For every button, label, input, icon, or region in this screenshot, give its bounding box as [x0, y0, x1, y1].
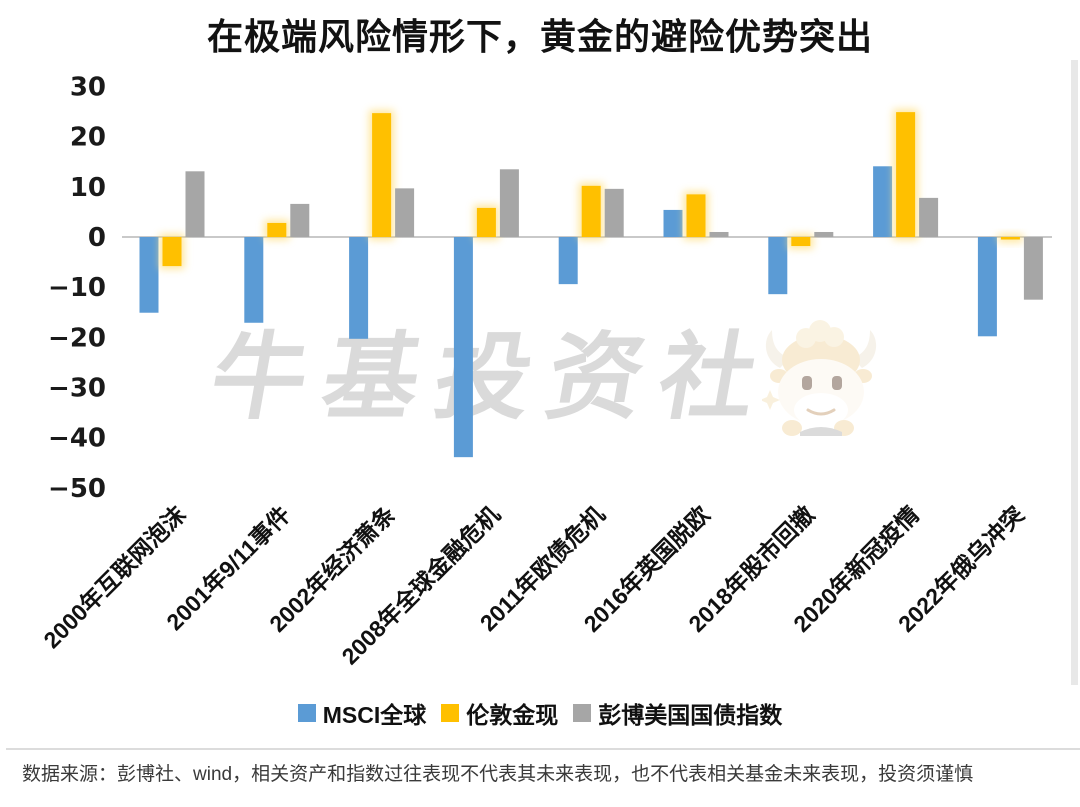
y-axis-tick-label: −30	[48, 373, 106, 403]
bar-伦敦金现-2018年股市回撤	[791, 237, 811, 247]
bar-MSCI全球-2008年全球金融危机	[453, 237, 473, 458]
bar-伦敦金现-2016年英国脱欧	[686, 194, 706, 237]
bar-MSCI全球-2002年经济萧条	[349, 237, 369, 339]
y-axis-tick-label: 20	[70, 123, 106, 153]
footer-divider	[6, 748, 1080, 750]
y-axis-tick-label: −20	[48, 323, 106, 353]
y-axis-tick-label: −10	[48, 273, 106, 303]
bar-彭博美国国债指数-2018年股市回撤	[814, 231, 834, 237]
legend-item: 伦敦金现	[441, 696, 558, 730]
bar-彭博美国国债指数-2011年欧债危机	[604, 188, 624, 237]
bar-MSCI全球-2018年股市回撤	[768, 237, 788, 295]
bar-伦敦金现-2002年经济萧条	[372, 113, 392, 237]
y-axis-tick-label: 30	[70, 73, 106, 103]
x-axis-category-label: 2000年互联网泡沫	[38, 500, 191, 653]
bar-MSCI全球-2020年新冠疫情	[873, 166, 893, 237]
legend-label: 伦敦金现	[466, 702, 559, 728]
legend-item: 彭博美国国债指数	[573, 696, 782, 730]
legend-swatch	[441, 704, 460, 722]
bar-MSCI全球-2011年欧债危机	[558, 237, 578, 285]
bar-伦敦金现-2000年互联网泡沫	[162, 237, 182, 267]
bar-彭博美国国债指数-2008年全球金融危机	[499, 169, 519, 237]
bar-彭博美国国债指数-2001年9/11事件	[290, 203, 310, 237]
legend-item: MSCI全球	[297, 696, 427, 730]
chart-legend: MSCI全球 伦敦金现 彭博美国国债指数	[0, 696, 1080, 730]
chart-title: 在极端风险情形下，黄金的避险优势突出	[206, 16, 873, 57]
legend-swatch	[573, 704, 592, 722]
right-edge-shadow	[1071, 60, 1078, 685]
bar-chart: 3020100−10−20−30−40−502000年互联网泡沫2001年9/1…	[38, 73, 1052, 670]
bar-MSCI全球-2000年互联网泡沫	[139, 237, 159, 313]
data-source-note: 数据来源：彭博社、wind，相关资产和指数过往表现不代表其未来表现，也不代表相关…	[22, 764, 974, 785]
bull-mascot-icon	[762, 320, 877, 436]
legend-swatch	[297, 704, 316, 722]
bar-伦敦金现-2001年9/11事件	[267, 222, 287, 237]
bar-彭博美国国债指数-2002年经济萧条	[395, 188, 415, 237]
bar-伦敦金现-2022年俄乌冲突	[1000, 237, 1020, 240]
bar-MSCI全球-2016年英国脱欧	[663, 209, 683, 237]
y-axis-tick-label: 0	[88, 223, 106, 253]
bar-彭博美国国债指数-2016年英国脱欧	[709, 231, 729, 237]
legend-label: 彭博美国国债指数	[598, 702, 783, 728]
bar-伦敦金现-2008年全球金融危机	[476, 207, 496, 237]
y-axis-tick-label: 10	[70, 173, 106, 203]
bar-伦敦金现-2011年欧债危机	[581, 185, 601, 237]
bar-彭博美国国债指数-2000年互联网泡沫	[185, 171, 205, 237]
bar-MSCI全球-2001年9/11事件	[244, 237, 264, 323]
bar-伦敦金现-2020年新冠疫情	[896, 112, 916, 237]
y-axis-tick-label: −50	[48, 474, 106, 504]
legend-label: MSCI全球	[322, 702, 427, 728]
bar-彭博美国国债指数-2020年新冠疫情	[919, 197, 939, 237]
bar-彭博美国国债指数-2022年俄乌冲突	[1023, 237, 1043, 300]
bar-MSCI全球-2022年俄乌冲突	[977, 237, 997, 337]
y-axis-tick-label: −40	[48, 424, 106, 454]
